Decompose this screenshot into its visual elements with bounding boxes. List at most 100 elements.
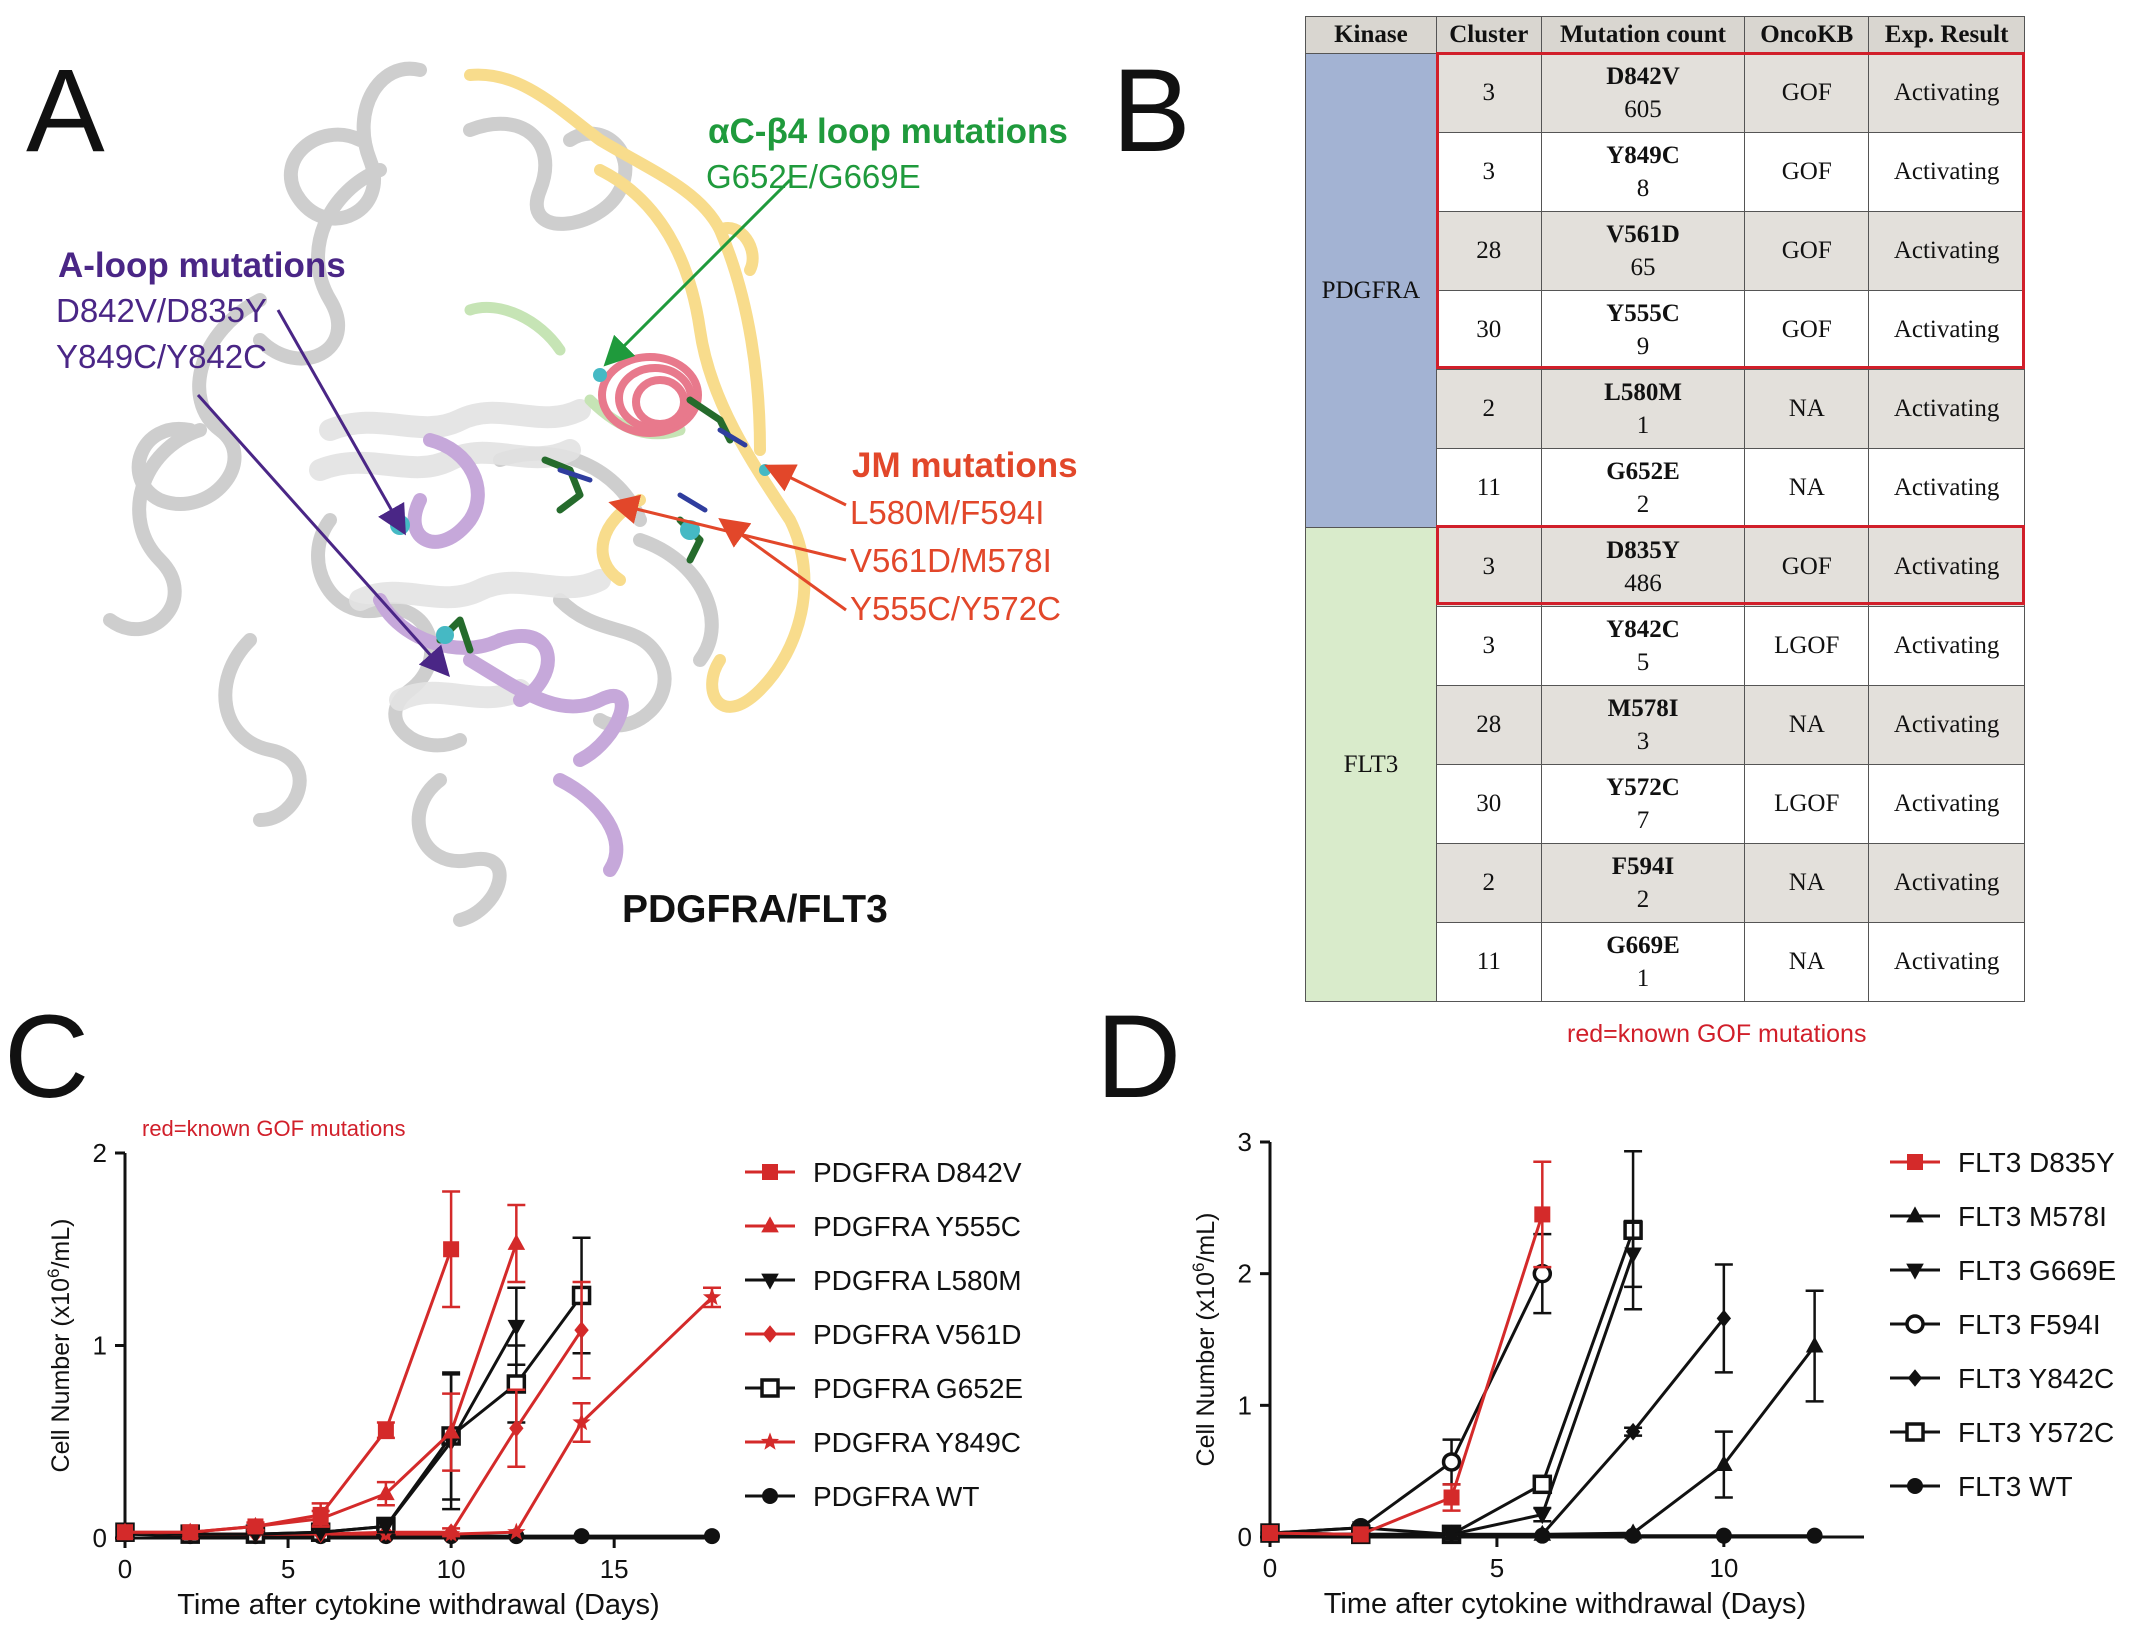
header-oncokb: OncoKB <box>1744 16 1870 54</box>
chart-d-series-flt3-f594i <box>1260 1232 1553 1543</box>
chart-d-legend-item: FLT3 D835Y <box>1890 1147 2115 1178</box>
aloop-arrow-2 <box>196 394 450 677</box>
result-cell: Activating <box>1868 369 2025 449</box>
chart-d-series-line <box>1269 1345 1816 1536</box>
oncokb-cell: GOF <box>1744 53 1870 133</box>
header-cluster: Cluster <box>1435 16 1542 54</box>
chart-d-data-point <box>1715 1454 1733 1471</box>
chart-c-data-point <box>507 1522 526 1540</box>
cluster-cell: 28 <box>1435 685 1542 765</box>
result-cell: Activating <box>1868 132 2025 212</box>
chart-c-x-tick-label: 0 <box>118 1554 132 1584</box>
kinase-cell-pdgfra: PDGFRA <box>1305 53 1437 528</box>
chart-c-data-point <box>704 1528 720 1545</box>
mutation-cell: F594I 2 <box>1540 843 1746 923</box>
cluster-cell: 28 <box>1435 211 1542 291</box>
chart-c-legend-label: PDGFRA WT <box>813 1481 979 1512</box>
chart-c-legend-marker <box>762 1164 778 1180</box>
result-cell: Activating <box>1868 843 2025 923</box>
mutation-name: Y849C <box>1606 141 1680 169</box>
panel-letter-c: C <box>4 991 90 1123</box>
oncokb-cell: GOF <box>1744 211 1870 291</box>
ac-helix <box>598 353 702 437</box>
chart-c-data-point <box>509 1419 524 1438</box>
chart-d-legend-item: FLT3 G669E <box>1890 1255 2116 1286</box>
table-row: PDGFRA 3 D842V 605 GOF Activating <box>1305 53 2025 528</box>
mutation-cell: Y555C 9 <box>1540 290 1746 370</box>
mutation-name: G669E <box>1606 931 1680 959</box>
chart-d-legend-label: FLT3 F594I <box>1958 1309 2101 1340</box>
cluster-cell: 11 <box>1435 448 1542 528</box>
protein-structure-illustration <box>103 61 847 927</box>
mutation-table: Kinase Cluster Mutation count OncoKB Exp… <box>1305 16 2025 1002</box>
oncokb-cell: NA <box>1744 843 1870 923</box>
mutation-count: 2 <box>1636 886 1650 913</box>
chart-d-x-axis-label: Time after cytokine withdrawal (Days) <box>1324 1588 1806 1620</box>
chart-d-data-point <box>1533 1508 1552 1525</box>
chart-c-data-point <box>572 1412 591 1431</box>
chart-c-data-point <box>507 1319 526 1336</box>
cluster-cell: 3 <box>1435 606 1542 686</box>
chart-d-series-flt3-d835y <box>1262 1160 1552 1543</box>
chart-c-x-tick-label: 5 <box>281 1554 295 1584</box>
panel-b-table: Kinase Cluster Mutation count OncoKB Exp… <box>1305 16 2025 1056</box>
chart-c-x-tick-label: 10 <box>437 1554 466 1584</box>
mutation-name: G652E <box>1606 457 1680 485</box>
panel-a-structure: A αC-β4 loop mutations G652E/G669E A-loo… <box>0 0 1100 1000</box>
jm-ribbon <box>464 68 811 713</box>
mutation-name: V561D <box>1606 220 1680 248</box>
oncokb-cell: NA <box>1744 685 1870 765</box>
chart-c-data-point <box>247 1518 264 1535</box>
chart-c-data-point <box>377 1520 395 1537</box>
chart-d-legend-label: FLT3 WT <box>1958 1471 2073 1502</box>
chart-d-legend-marker <box>1905 1422 1925 1442</box>
result-cell: Activating <box>1868 448 2025 528</box>
chart-d-legend-marker <box>1905 1314 1925 1334</box>
ac-loop-title: αC-β4 loop mutations <box>708 112 1068 151</box>
chart-d-series-flt3-m578i <box>1261 1289 1824 1541</box>
table-row: FLT3 3 D835Y 486 GOF Activating <box>1305 527 2025 1002</box>
table-row: 2 L580M 1 NA Activating <box>1306 369 2025 449</box>
chart-d-data-point <box>1715 1527 1732 1544</box>
chart-c-legend-item: PDGFRA WT <box>745 1481 979 1512</box>
chart-d-data-point <box>1624 1247 1642 1264</box>
chart-c-legend-item: PDGFRA Y555C <box>745 1211 1021 1242</box>
mutation-cell: V561D 65 <box>1540 211 1746 291</box>
chart-d-data-point <box>1625 1422 1641 1441</box>
chart-c-data-point <box>507 1233 526 1250</box>
mutation-cell: G669E 1 <box>1540 922 1746 1002</box>
chart-d-legend-item: FLT3 M578I <box>1890 1201 2107 1232</box>
jm-mutations-1: L580M/F594I <box>850 494 1045 531</box>
chart-c-y-axis-label-sup: 6 <box>44 1269 63 1278</box>
chart-d-legend-item: FLT3 WT <box>1890 1471 2073 1502</box>
chart-c-series-line <box>124 1296 714 1536</box>
mutation-count: 1 <box>1636 412 1650 439</box>
chart-c-y-axis-label-tail: /mL) <box>47 1219 75 1269</box>
chart-c-legend-marker <box>760 1432 780 1450</box>
chart-d-y-axis-label: Cell Number (x106/mL) <box>1189 1213 1220 1467</box>
mutation-name: D842V <box>1606 62 1680 90</box>
chart-d-x-tick-label: 10 <box>1709 1553 1738 1583</box>
chart-c-legend-item: PDGFRA Y849C <box>745 1427 1021 1458</box>
jm-mutations-3: Y555C/Y572C <box>850 590 1061 627</box>
chart-d-data-point <box>1352 1526 1369 1543</box>
cluster-cell: 3 <box>1435 53 1542 133</box>
mutation-name: M578I <box>1607 694 1679 722</box>
cluster-cell: 3 <box>1435 132 1542 212</box>
mutation-count: 65 <box>1630 254 1656 281</box>
chart-d-legend-label: FLT3 G669E <box>1958 1255 2116 1286</box>
chart-d-data-point <box>1443 1489 1460 1506</box>
chart-d-y-tick-label: 0 <box>1238 1522 1252 1552</box>
backbone-ribbon <box>103 61 719 927</box>
cluster-cell: 3 <box>1435 527 1542 607</box>
oncokb-cell: GOF <box>1744 527 1870 607</box>
chart-c-data-point <box>377 1422 394 1439</box>
chart-c-legend-marker <box>761 1216 779 1233</box>
mutation-name: Y842C <box>1606 615 1680 643</box>
mutation-name: Y555C <box>1606 299 1680 327</box>
jm-arrow-1 <box>764 464 847 507</box>
chart-c-x-axis-label: Time after cytokine withdrawal (Days) <box>177 1589 659 1621</box>
chart-d-legend-marker <box>1906 1263 1924 1280</box>
result-cell: Activating <box>1868 685 2025 765</box>
cluster-cell: 11 <box>1435 922 1542 1002</box>
